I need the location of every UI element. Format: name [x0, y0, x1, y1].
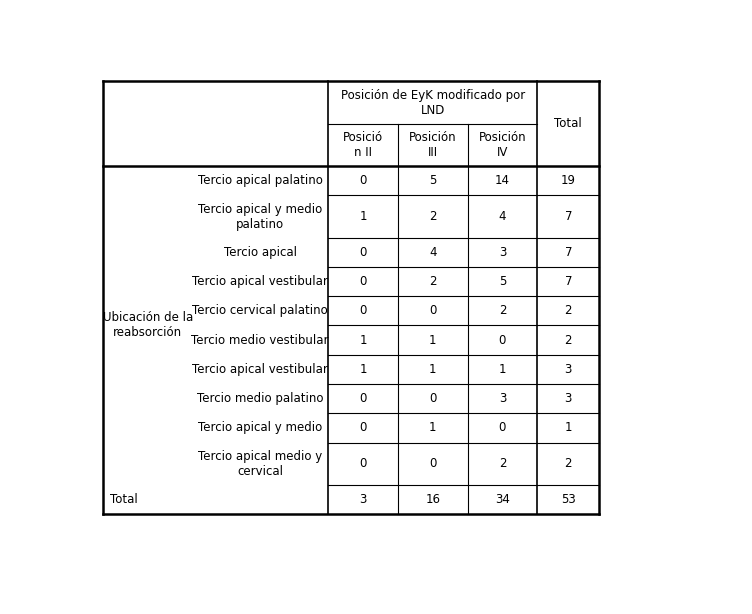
- Text: 0: 0: [359, 457, 367, 470]
- Text: 1: 1: [565, 421, 572, 434]
- Text: 1: 1: [359, 363, 367, 376]
- Text: 5: 5: [429, 174, 436, 187]
- Text: 3: 3: [565, 363, 572, 376]
- Text: Total: Total: [110, 493, 138, 506]
- Text: 0: 0: [499, 421, 506, 434]
- Text: 7: 7: [565, 210, 572, 223]
- Text: 53: 53: [561, 493, 576, 506]
- Text: Total: Total: [554, 117, 582, 130]
- Text: Posición de EyK modificado por
LND: Posición de EyK modificado por LND: [341, 88, 525, 117]
- Text: 0: 0: [429, 305, 436, 317]
- Text: 7: 7: [565, 246, 572, 259]
- Text: 0: 0: [359, 275, 367, 288]
- Text: 19: 19: [561, 174, 576, 187]
- Text: 4: 4: [499, 210, 506, 223]
- Text: 0: 0: [359, 392, 367, 405]
- Text: 3: 3: [565, 392, 572, 405]
- Text: 1: 1: [359, 210, 367, 223]
- Text: 2: 2: [565, 305, 572, 317]
- Text: Tercio medio vestibular: Tercio medio vestibular: [192, 333, 329, 346]
- Text: 2: 2: [499, 457, 506, 470]
- Text: 16: 16: [425, 493, 440, 506]
- Text: 14: 14: [495, 174, 510, 187]
- Text: 4: 4: [429, 246, 436, 259]
- Text: Tercio medio palatino: Tercio medio palatino: [197, 392, 323, 405]
- Text: 2: 2: [565, 333, 572, 346]
- Text: 1: 1: [429, 421, 436, 434]
- Text: 3: 3: [499, 392, 506, 405]
- Text: Tercio apical vestibular: Tercio apical vestibular: [193, 363, 328, 376]
- Text: Tercio apical palatino: Tercio apical palatino: [198, 174, 323, 187]
- Text: 1: 1: [429, 363, 436, 376]
- Text: 0: 0: [359, 305, 367, 317]
- Text: 0: 0: [359, 421, 367, 434]
- Text: Tercio apical y medio: Tercio apical y medio: [198, 421, 323, 434]
- Text: 1: 1: [499, 363, 506, 376]
- Text: 3: 3: [499, 246, 506, 259]
- Text: 2: 2: [499, 305, 506, 317]
- Text: 0: 0: [429, 457, 436, 470]
- Text: Tercio cervical palatino: Tercio cervical palatino: [193, 305, 328, 317]
- Text: Posición
IV: Posición IV: [478, 131, 526, 159]
- Text: 7: 7: [565, 275, 572, 288]
- Text: 3: 3: [359, 493, 367, 506]
- Text: Tercio apical: Tercio apical: [224, 246, 297, 259]
- Text: Posició
n II: Posició n II: [343, 131, 383, 159]
- Text: 0: 0: [359, 246, 367, 259]
- Text: 2: 2: [429, 275, 436, 288]
- Text: Posición
III: Posición III: [409, 131, 456, 159]
- Text: 0: 0: [429, 392, 436, 405]
- Text: 5: 5: [499, 275, 506, 288]
- Text: 2: 2: [565, 457, 572, 470]
- Text: 2: 2: [429, 210, 436, 223]
- Text: 0: 0: [359, 174, 367, 187]
- Text: Tercio apical y medio
palatino: Tercio apical y medio palatino: [198, 203, 323, 230]
- Text: Tercio apical medio y
cervical: Tercio apical medio y cervical: [198, 449, 323, 478]
- Text: 34: 34: [495, 493, 510, 506]
- Text: 1: 1: [429, 333, 436, 346]
- Text: Ubicación de la
reabsorción: Ubicación de la reabsorción: [103, 311, 193, 340]
- Text: 1: 1: [359, 333, 367, 346]
- Text: Tercio apical vestibular: Tercio apical vestibular: [193, 275, 328, 288]
- Text: 0: 0: [499, 333, 506, 346]
